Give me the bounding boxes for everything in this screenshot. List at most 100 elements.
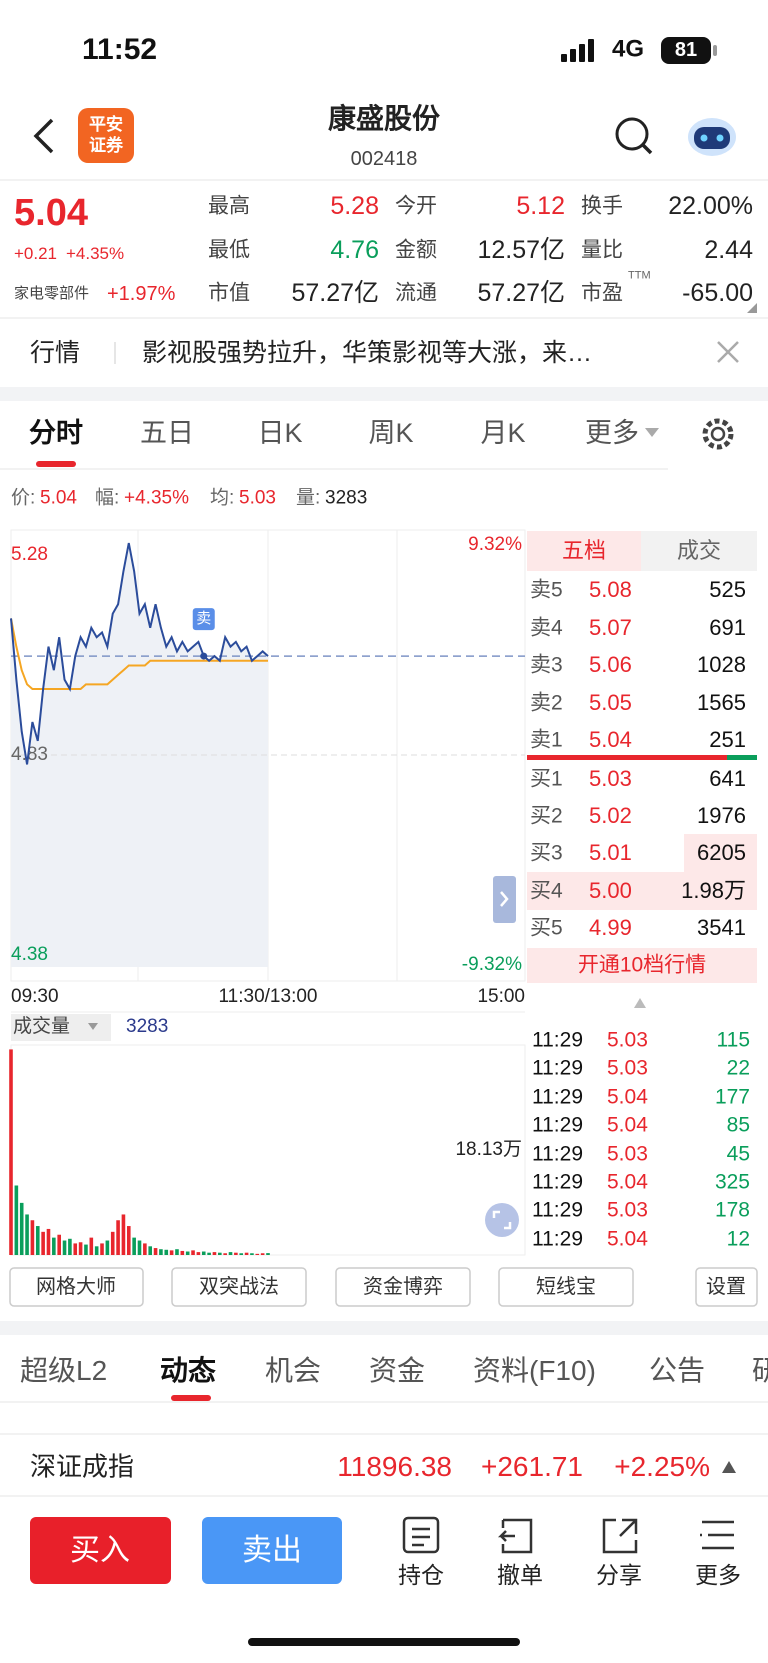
stock-name: 康盛股份 bbox=[327, 103, 441, 135]
upgrade-text[interactable]: 开通10档行情 bbox=[577, 953, 707, 977]
action-item[interactable]: 更多 bbox=[695, 1562, 741, 1589]
order-tab-active[interactable] bbox=[527, 531, 641, 571]
order-tab[interactable]: 成交 bbox=[676, 537, 722, 563]
action-item[interactable]: 持仓 bbox=[398, 1562, 444, 1589]
volume-bar bbox=[228, 1252, 233, 1255]
volume-bar bbox=[30, 1220, 35, 1255]
back-icon[interactable] bbox=[33, 118, 54, 154]
volume-bar bbox=[68, 1238, 72, 1255]
volume-bar bbox=[62, 1240, 67, 1255]
tool-button[interactable]: 双突战法 bbox=[199, 1276, 279, 1298]
avg-line bbox=[10, 618, 268, 691]
volume-bar bbox=[191, 1250, 195, 1255]
ttm-mark: TTM bbox=[628, 269, 651, 282]
logo-text: 证券 bbox=[89, 135, 123, 155]
trade-time: 11:29 bbox=[532, 1170, 583, 1194]
content-tab[interactable]: 研 bbox=[752, 1355, 768, 1387]
chart-tab[interactable]: 五日 bbox=[140, 417, 194, 448]
volume-bar bbox=[201, 1251, 206, 1255]
sell-button[interactable] bbox=[202, 1517, 342, 1584]
order-price: 5.00 bbox=[589, 877, 632, 903]
news-text[interactable]: 影视股强势拉升，华策影视等大涨，来… bbox=[142, 339, 593, 367]
volume-bar bbox=[126, 1226, 131, 1255]
content-tab[interactable]: 资金 bbox=[369, 1355, 426, 1387]
info-value: 5.03 bbox=[239, 487, 276, 509]
order-label: 买1 bbox=[530, 767, 563, 791]
content-tab[interactable]: 公告 bbox=[649, 1355, 706, 1387]
order-volume: 691 bbox=[709, 614, 746, 640]
chart-tab[interactable]: 月K bbox=[480, 417, 526, 448]
tool-buttons bbox=[9, 1267, 758, 1307]
order-price: 5.07 bbox=[589, 614, 632, 640]
volume-bar bbox=[169, 1250, 174, 1255]
order-price: 5.05 bbox=[589, 689, 632, 715]
stat-label: 市值 bbox=[208, 281, 250, 305]
content-tab[interactable]: 超级L2 bbox=[20, 1355, 108, 1387]
volume-bar bbox=[105, 1240, 110, 1255]
volume-bar bbox=[14, 1185, 19, 1255]
stat-label: 最低 bbox=[208, 238, 250, 262]
content-tab[interactable]: 机会 bbox=[265, 1355, 322, 1387]
signal-icon bbox=[561, 39, 594, 62]
order-tab[interactable] bbox=[641, 531, 757, 571]
sell-label[interactable]: 卖出 bbox=[242, 1534, 302, 1567]
tool-button[interactable]: 短线宝 bbox=[536, 1276, 596, 1298]
trade-time: 11:29 bbox=[532, 1085, 583, 1109]
order-volume: 1976 bbox=[697, 802, 746, 828]
expand-panel-button[interactable] bbox=[493, 876, 516, 923]
tool-button[interactable]: 设置 bbox=[706, 1276, 746, 1298]
volume-bar bbox=[9, 1049, 13, 1255]
chart-tab[interactable]: 更多 bbox=[585, 417, 639, 448]
settings-icon[interactable] bbox=[702, 418, 734, 450]
stat-value: -65.00 bbox=[682, 279, 753, 307]
order-tab[interactable]: 五档 bbox=[561, 537, 607, 563]
trade-time: 11:29 bbox=[532, 1142, 583, 1165]
info-label: 幅: bbox=[95, 487, 120, 509]
trade-price: 5.04 bbox=[607, 1170, 648, 1194]
info-value: 5.04 bbox=[40, 487, 77, 509]
upgrade-banner[interactable] bbox=[527, 948, 757, 983]
volume-label: 成交量 bbox=[13, 1015, 70, 1037]
trade-volume: 12 bbox=[726, 1227, 750, 1251]
order-label: 买3 bbox=[530, 841, 563, 865]
stat-label: 流通 bbox=[395, 281, 437, 305]
action-item[interactable]: 撤单 bbox=[497, 1562, 543, 1589]
trade-volume: 85 bbox=[726, 1113, 750, 1137]
buy-button[interactable] bbox=[30, 1517, 171, 1584]
stat-value: 4.76 bbox=[330, 236, 379, 264]
order-volume: 1565 bbox=[697, 689, 746, 715]
order-label: 卖4 bbox=[530, 616, 563, 640]
trade-price: 5.04 bbox=[607, 1113, 648, 1137]
content-tab[interactable]: 动态 bbox=[160, 1355, 217, 1387]
y-tick-label: 4.83 bbox=[11, 744, 48, 765]
order-volume: 3541 bbox=[697, 914, 746, 940]
chart-tab[interactable]: 周K bbox=[368, 417, 414, 448]
stat-label: 最高 bbox=[208, 194, 250, 218]
volume-bar bbox=[266, 1253, 270, 1255]
tool-button[interactable]: 资金博弈 bbox=[363, 1276, 443, 1298]
chart-tab[interactable]: 日K bbox=[257, 417, 303, 448]
trade-volume: 178 bbox=[714, 1198, 750, 1222]
volume-bar bbox=[212, 1252, 217, 1255]
volume-bar bbox=[185, 1251, 190, 1255]
close-icon[interactable] bbox=[717, 341, 739, 363]
volume-bar bbox=[218, 1252, 222, 1255]
trade-time: 11:29 bbox=[532, 1028, 583, 1052]
chart-tab[interactable]: 分时 bbox=[29, 417, 83, 448]
tool-button[interactable]: 网格大师 bbox=[36, 1276, 116, 1298]
news-tag: 行情 bbox=[30, 339, 81, 367]
order-price: 5.06 bbox=[589, 651, 632, 677]
volume-bar bbox=[239, 1253, 244, 1255]
x-tick-label: 09:30 bbox=[11, 986, 59, 1007]
content-tab[interactable]: 资料(F10) bbox=[473, 1355, 596, 1387]
buy-label[interactable]: 买入 bbox=[70, 1534, 130, 1567]
search-icon[interactable] bbox=[615, 117, 649, 151]
assistant-icon[interactable] bbox=[688, 118, 736, 156]
order-price: 5.08 bbox=[589, 576, 632, 602]
stat-value: 57.27亿 bbox=[477, 279, 565, 307]
stat-value: 12.57亿 bbox=[477, 236, 565, 264]
volume-bar bbox=[250, 1253, 254, 1255]
info-label: 均: bbox=[210, 487, 235, 509]
action-item[interactable]: 分享 bbox=[596, 1562, 642, 1589]
